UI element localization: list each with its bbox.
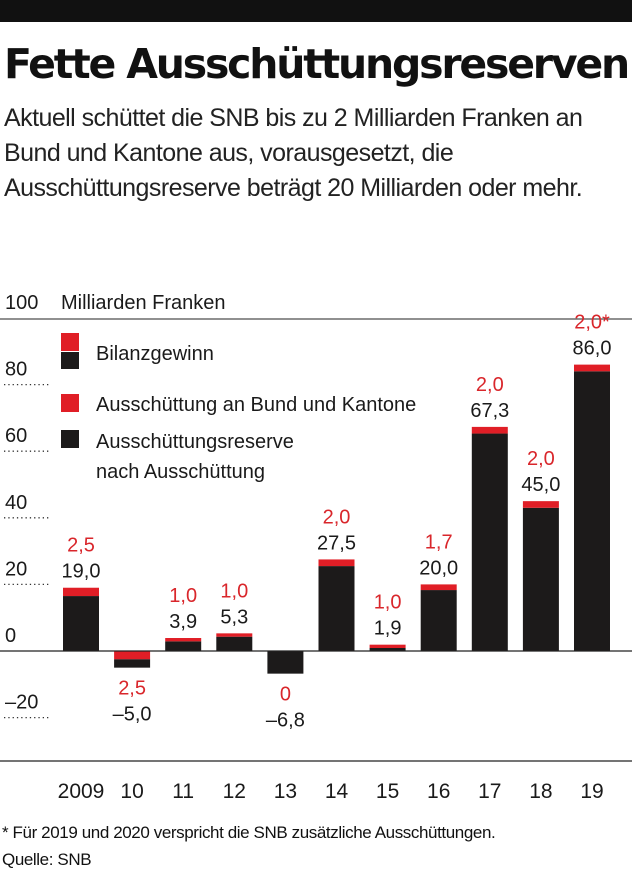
legend-swatch-reserve bbox=[61, 352, 79, 369]
value-label: 27,5 bbox=[317, 532, 356, 554]
bar-reserve bbox=[267, 651, 304, 674]
x-tick-label: 12 bbox=[223, 780, 246, 803]
value-label: 45,0 bbox=[521, 474, 560, 496]
payout-label: 2,0* bbox=[574, 312, 610, 334]
value-label: 67,3 bbox=[470, 400, 509, 422]
value-label: –6,8 bbox=[266, 710, 305, 732]
x-tick-label: 16 bbox=[427, 780, 450, 803]
bar-reserve bbox=[216, 636, 253, 651]
bar-reserve bbox=[574, 371, 610, 651]
chart-title: Fette Ausschüttungsreserven bbox=[4, 40, 630, 88]
unit-label: Milliarden Franken bbox=[61, 292, 226, 314]
payout-label: 1,0 bbox=[220, 580, 248, 602]
legend-swatch-payout bbox=[61, 394, 79, 412]
bar-payout bbox=[216, 633, 253, 637]
chart-subtitle: Aktuell schüttet die SNB bis zu 2 Millia… bbox=[4, 104, 583, 202]
bar-payout bbox=[420, 584, 457, 591]
bar-reserve bbox=[471, 433, 508, 651]
y-tick-label: 40 bbox=[5, 492, 27, 514]
value-label: 1,9 bbox=[374, 618, 402, 640]
top-bar bbox=[0, 0, 632, 22]
payout-label: 1,0 bbox=[374, 592, 402, 614]
x-tick-label: 2009 bbox=[58, 780, 105, 803]
y-tick-label: 80 bbox=[5, 359, 27, 381]
x-tick-label: 14 bbox=[325, 780, 349, 803]
bar-payout bbox=[318, 559, 355, 567]
bar-payout bbox=[522, 501, 559, 508]
payout-label: 2,0 bbox=[323, 506, 351, 528]
value-label: 19,0 bbox=[62, 561, 101, 583]
y-tick-label: 60 bbox=[5, 425, 27, 447]
bar-payout bbox=[63, 587, 99, 597]
value-label: 86,0 bbox=[573, 338, 612, 360]
bar-payout bbox=[165, 638, 202, 642]
y-tick-label: 20 bbox=[5, 558, 27, 580]
value-label: 20,0 bbox=[419, 557, 458, 579]
legend-label: Ausschüttungsreserve bbox=[96, 431, 294, 453]
source-note: Quelle: SNB bbox=[2, 850, 92, 869]
x-tick-label: 17 bbox=[478, 780, 501, 803]
value-label: 5,3 bbox=[220, 606, 248, 628]
x-tick-label: 15 bbox=[376, 780, 399, 803]
legend-label: Bilanzgewinn bbox=[96, 343, 214, 365]
payout-label: 2,0 bbox=[476, 374, 504, 396]
x-tick-label: 18 bbox=[529, 780, 552, 803]
bar-payout bbox=[369, 644, 406, 649]
bar-payout bbox=[471, 426, 508, 434]
legend-label: Ausschüttung an Bund und Kantone bbox=[96, 394, 416, 416]
payout-label: 1,7 bbox=[425, 531, 453, 553]
payout-label: 2,0 bbox=[527, 448, 555, 470]
bar-reserve bbox=[165, 641, 202, 651]
legend-swatch-reserve bbox=[61, 430, 79, 448]
bar-reserve bbox=[114, 659, 151, 668]
bar-reserve bbox=[63, 596, 99, 651]
bar-payout bbox=[574, 364, 610, 372]
bar-reserve bbox=[522, 507, 559, 651]
value-label: 3,9 bbox=[169, 611, 197, 633]
payout-label: 0 bbox=[280, 684, 291, 706]
y-tick-label: 100 bbox=[5, 292, 38, 314]
x-tick-label: 19 bbox=[580, 780, 603, 803]
bar-reserve bbox=[318, 566, 355, 651]
payout-label: 2,5 bbox=[118, 678, 146, 700]
y-tick-label: –20 bbox=[5, 692, 38, 714]
bar-reserve bbox=[420, 590, 457, 651]
bar-reserve bbox=[369, 648, 406, 651]
value-label: –5,0 bbox=[113, 704, 152, 726]
legend-swatch-payout bbox=[61, 333, 79, 351]
payout-label: 2,5 bbox=[67, 535, 95, 557]
x-tick-label: 10 bbox=[120, 780, 143, 803]
x-tick-label: 11 bbox=[172, 780, 194, 803]
y-tick-label: 0 bbox=[5, 625, 16, 647]
legend-label: nach Ausschüttung bbox=[96, 461, 265, 483]
x-tick-label: 13 bbox=[274, 780, 297, 803]
bar-payout bbox=[114, 651, 151, 660]
payout-label: 1,0 bbox=[169, 585, 197, 607]
footnote: * Für 2019 und 2020 verspricht die SNB z… bbox=[2, 823, 496, 842]
